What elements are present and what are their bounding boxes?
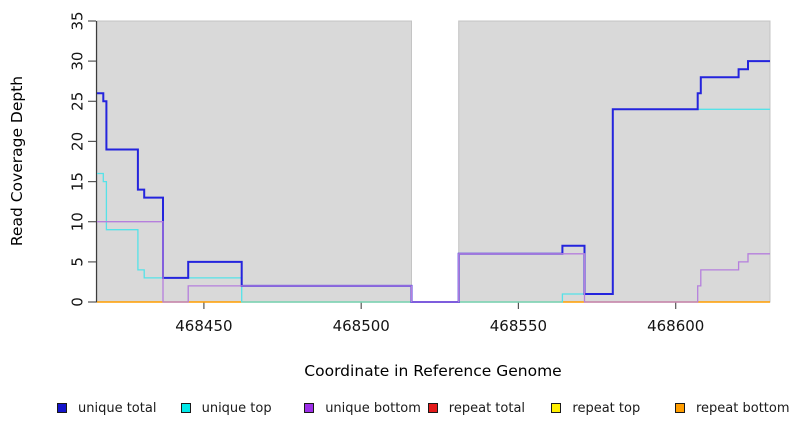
y-tick-label: 0 [69,297,87,307]
y-tick-label: 15 [69,172,87,191]
legend-label: repeat total [448,400,526,416]
legend-label: repeat top [572,400,641,416]
legend-label: unique total [78,400,157,416]
legend-label: unique top [201,400,272,416]
legend-swatch [675,403,685,413]
y-axis-label: Read Coverage Depth [8,75,26,247]
legend-item-unique-top: unique top [180,398,272,418]
plot-svg: 0 5 10 15 20 25 30 35 468450 468500 468550 468600 [69,11,771,335]
legend-swatch [304,403,315,413]
legend-label: repeat bottom [696,400,790,416]
x-tick-label: 468500 [333,317,390,335]
legend: unique total unique top unique bottom repea… [0,398,792,422]
legend-item-unique-bottom: unique bottom [304,398,421,418]
x-axis-label: Coordinate in Reference Genome [304,362,562,380]
panel-bg-1 [458,20,771,303]
y-tick-label: 30 [69,52,87,71]
panel-bg-0 [96,20,412,303]
x-tick-label: 468600 [647,317,704,335]
plot-area: 0 5 10 15 20 25 30 35 468450 468500 468550 468600 [69,11,771,335]
legend-item-repeat-top: repeat top [551,398,640,418]
x-tick-label: 468450 [175,317,232,335]
series-unique-bottom [97,221,770,303]
y-tick-label: 20 [69,132,87,151]
legend-swatch [57,403,67,413]
legend-swatch [180,403,191,413]
legend-item-unique-total: unique total [57,398,156,418]
x-tick-label: 468550 [490,317,547,335]
y-tick-label: 35 [69,11,87,30]
y-tick-label: 10 [69,212,87,231]
legend-item-repeat-bottom: repeat bottom [675,398,790,418]
y-tick-label: 5 [69,257,87,267]
legend-label: unique bottom [325,400,421,416]
legend-swatch [427,403,438,413]
legend-swatch [551,403,562,413]
legend-item-repeat-total: repeat total [427,398,526,418]
y-tick-label: 25 [69,92,87,111]
